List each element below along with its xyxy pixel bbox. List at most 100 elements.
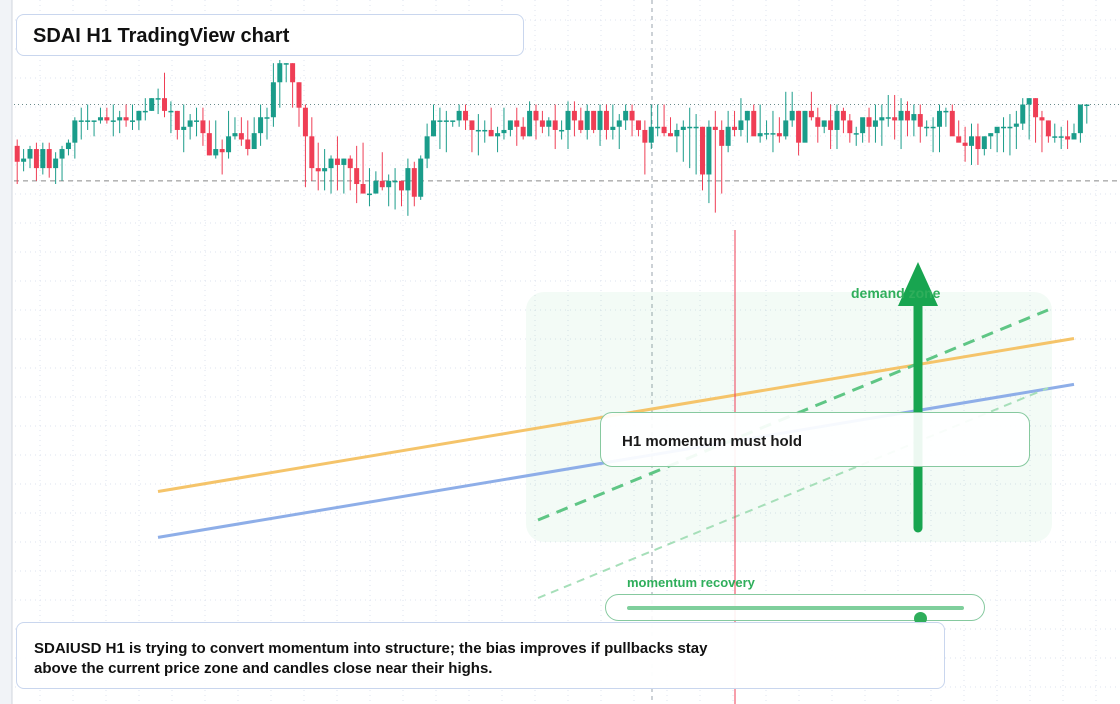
- candle: [674, 123, 680, 153]
- candle-body: [142, 110, 148, 113]
- candle-body: [168, 110, 174, 113]
- candle: [482, 120, 488, 143]
- candle-body: [936, 110, 942, 127]
- candle: [443, 110, 449, 153]
- candle-body: [110, 120, 116, 122]
- candle-body: [443, 120, 449, 122]
- candle-body: [969, 136, 975, 146]
- candle-body: [629, 110, 635, 121]
- candle: [802, 110, 808, 143]
- candle-body: [578, 120, 584, 130]
- candle-body: [117, 117, 123, 121]
- candle: [1077, 104, 1083, 143]
- candle-body: [975, 136, 981, 150]
- candle-body: [962, 142, 968, 146]
- candle: [661, 104, 667, 137]
- candle: [847, 114, 853, 143]
- candle: [879, 104, 885, 146]
- candle-body: [757, 133, 763, 137]
- momentum-note-label: H1 momentum must hold: [622, 433, 803, 450]
- candle: [174, 110, 180, 140]
- candle: [616, 114, 622, 150]
- candle-body: [949, 110, 955, 137]
- candle-body: [571, 110, 577, 121]
- candle-body: [597, 110, 603, 130]
- candle-body: [706, 126, 712, 175]
- candle-body: [251, 133, 257, 150]
- candle-body: [1039, 117, 1045, 121]
- candle: [21, 149, 27, 172]
- candle-body: [475, 129, 481, 132]
- candle-body: [309, 136, 315, 169]
- candle: [328, 155, 334, 194]
- candle: [872, 104, 878, 143]
- candle-body: [700, 126, 706, 175]
- candle-body: [680, 126, 686, 130]
- candle-body: [770, 133, 776, 135]
- candle: [815, 107, 821, 143]
- candle: [322, 149, 328, 191]
- candle: [78, 107, 84, 140]
- candle-body: [796, 110, 802, 143]
- candle-body: [789, 110, 795, 121]
- candle: [341, 158, 347, 194]
- candle-body: [21, 158, 27, 162]
- candle-body: [1020, 104, 1026, 124]
- candle-body: [206, 133, 212, 156]
- candle: [290, 63, 296, 108]
- candle: [431, 104, 437, 137]
- candle: [347, 155, 353, 191]
- candle: [994, 126, 1000, 153]
- momentum-gauge-track: [627, 606, 964, 625]
- candle: [917, 104, 923, 143]
- candle: [693, 114, 699, 175]
- momentum-gauge-knob: [914, 612, 928, 625]
- candle-body: [808, 110, 814, 118]
- candle-body: [872, 120, 878, 127]
- candle: [988, 133, 994, 150]
- candle: [488, 107, 494, 137]
- candle-body: [85, 120, 91, 122]
- candle-body: [27, 149, 33, 159]
- candle: [962, 126, 968, 162]
- candle: [117, 110, 123, 134]
- candle: [1007, 114, 1013, 156]
- candle-body: [424, 136, 430, 159]
- candle: [885, 94, 891, 127]
- momentum-note-box: H1 momentum must hold: [600, 412, 1030, 467]
- candle: [251, 117, 257, 150]
- projection-line-faint: [537, 387, 1049, 599]
- candle-body: [379, 180, 385, 188]
- candle-body: [174, 110, 180, 130]
- candle-body: [1052, 136, 1058, 138]
- candle: [334, 136, 340, 191]
- candle-body: [91, 120, 97, 122]
- candle: [969, 123, 975, 165]
- candle-body: [219, 149, 225, 153]
- candle: [533, 104, 539, 140]
- candle-body: [40, 149, 46, 169]
- candle: [776, 117, 782, 143]
- candle-body: [693, 126, 699, 129]
- candle-body: [930, 126, 936, 129]
- candle: [1084, 104, 1090, 124]
- candle-body: [495, 133, 501, 137]
- candle-body: [648, 126, 654, 143]
- candle: [206, 120, 212, 156]
- candle: [828, 104, 834, 150]
- candle-body: [1013, 123, 1019, 127]
- candle: [85, 104, 91, 130]
- candle-body: [392, 180, 398, 183]
- candle: [840, 107, 846, 134]
- candle-body: [181, 126, 187, 130]
- candle-body: [661, 126, 667, 134]
- candle-body: [277, 63, 283, 83]
- candle: [379, 152, 385, 191]
- candle: [1026, 98, 1032, 140]
- candle: [360, 142, 366, 194]
- candle: [296, 82, 302, 127]
- candle-body: [828, 120, 834, 130]
- candle-body: [642, 129, 648, 143]
- candle: [437, 107, 443, 150]
